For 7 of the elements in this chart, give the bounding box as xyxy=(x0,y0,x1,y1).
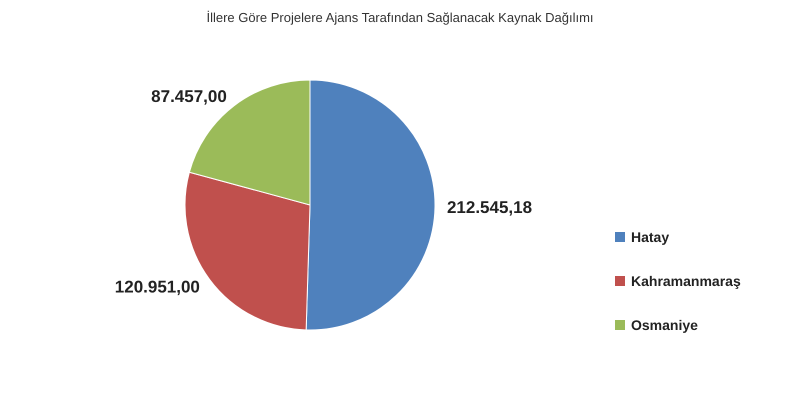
data-label: 87.457,00 xyxy=(151,87,227,106)
legend-label: Osmaniye xyxy=(631,317,698,333)
chart-title: İllere Göre Projelere Ajans Tarafından Sağlanacak Kaynak Dağılımı xyxy=(206,10,594,25)
data-label: 120.951,00 xyxy=(114,278,200,297)
data-label: 212.545,18 xyxy=(446,198,532,218)
legend-label: Kahramanmaraş xyxy=(631,273,741,289)
legend-label: Hatay xyxy=(631,229,670,245)
